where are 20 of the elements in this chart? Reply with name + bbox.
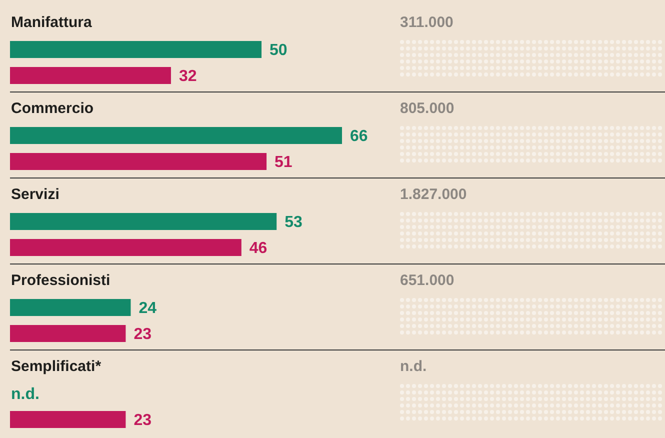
text: 651.000 <box>400 272 454 289</box>
data-label: 32 <box>178 68 197 85</box>
data-label: 53 <box>284 214 303 231</box>
y-tick-label: Servizi <box>11 186 60 203</box>
data-label: 46 <box>249 240 268 257</box>
data-label: 50 <box>270 42 288 59</box>
text: 1.827.000 <box>400 186 467 203</box>
text: 311.000 <box>400 14 454 31</box>
data-label: 23 <box>134 326 152 343</box>
text: 805.000 <box>400 100 454 117</box>
text: n.d. <box>400 358 427 375</box>
data-label: 24 <box>138 300 157 317</box>
text: n.d. <box>11 386 40 403</box>
y-tick-label: Professionisti <box>11 272 110 289</box>
data-label: 66 <box>350 128 368 145</box>
y-tick-label: Commercio <box>11 100 94 117</box>
y-tick-label: Semplificati* <box>11 358 102 375</box>
data-label: 23 <box>134 412 152 429</box>
data-label: 51 <box>274 154 292 171</box>
y-tick-label: Manifattura <box>11 14 92 31</box>
